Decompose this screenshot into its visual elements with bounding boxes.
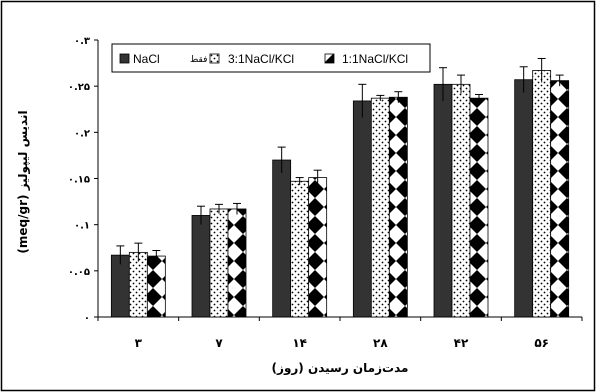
bar: [128, 251, 148, 318]
bar: [352, 100, 372, 318]
y-tick-label: ۰.۰۵: [68, 267, 90, 278]
bar: [209, 208, 229, 318]
legend: NaCl فقط 3:1NaCl/KCl 1:1NaCl/KCl: [111, 43, 431, 73]
y-axis-label: اندیس لیپولیز (meq/gr): [16, 110, 31, 253]
legend-label-nacl-extra: فقط: [190, 55, 207, 65]
y-tick-label: ۰: [84, 313, 90, 324]
legend-swatch-1-1: [324, 53, 335, 64]
y-axis-ticks: ۰ ۰.۰۵ ۰.۱ ۰.۱۵ ۰.۲ ۰.۲۵ ۰.۳: [68, 36, 98, 324]
x-tick-label: ۱۴: [292, 336, 307, 350]
legend-label-nacl: NaCl: [133, 52, 160, 66]
bar: [290, 180, 310, 318]
bar: [514, 79, 534, 318]
bar: [191, 215, 211, 318]
y-tick-label: ۰.۳: [74, 36, 90, 47]
x-tick-label: ۲۸: [373, 336, 388, 350]
bar: [110, 254, 130, 318]
bar: [272, 159, 292, 318]
bar: [388, 96, 408, 318]
x-axis-ticks: ۳ ۷ ۱۴ ۲۸ ۴۲ ۵۶: [97, 317, 583, 350]
bar: [370, 97, 390, 318]
x-tick-label: ۴۲: [454, 336, 469, 350]
bar: [308, 177, 328, 318]
y-tick-label: ۰.۱: [74, 221, 90, 232]
y-tick-label: ۰.۲۵: [68, 82, 90, 93]
y-tick-label: ۰.۲: [74, 128, 90, 139]
legend-swatch-nacl: [119, 53, 130, 64]
error-bars: [116, 57, 564, 265]
bar: [532, 70, 552, 318]
bar: [146, 255, 166, 318]
legend-swatch-3-1: [209, 53, 220, 64]
x-axis-label: مدت‌زمان رسیدن (روز): [272, 361, 409, 376]
x-tick-label: ۳: [135, 336, 143, 350]
x-tick-label: ۷: [215, 336, 223, 350]
y-tick-label: ۰.۱۵: [68, 175, 90, 186]
legend-label-1-1: 1:1NaCl/KCl: [342, 52, 408, 66]
bar: [550, 80, 570, 318]
bars: [110, 70, 570, 318]
bar: [451, 83, 471, 318]
legend-box: [111, 43, 431, 73]
bar: [227, 208, 247, 318]
x-tick-label: ۵۶: [534, 336, 549, 350]
legend-label-3-1: 3:1NaCl/KCl: [228, 52, 294, 66]
bar: [433, 83, 453, 318]
bar: [469, 97, 489, 318]
